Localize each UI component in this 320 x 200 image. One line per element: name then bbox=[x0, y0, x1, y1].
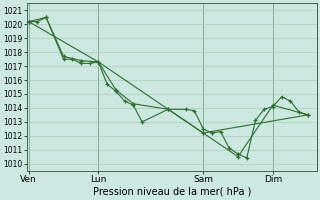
X-axis label: Pression niveau de la mer( hPa ): Pression niveau de la mer( hPa ) bbox=[92, 187, 251, 197]
